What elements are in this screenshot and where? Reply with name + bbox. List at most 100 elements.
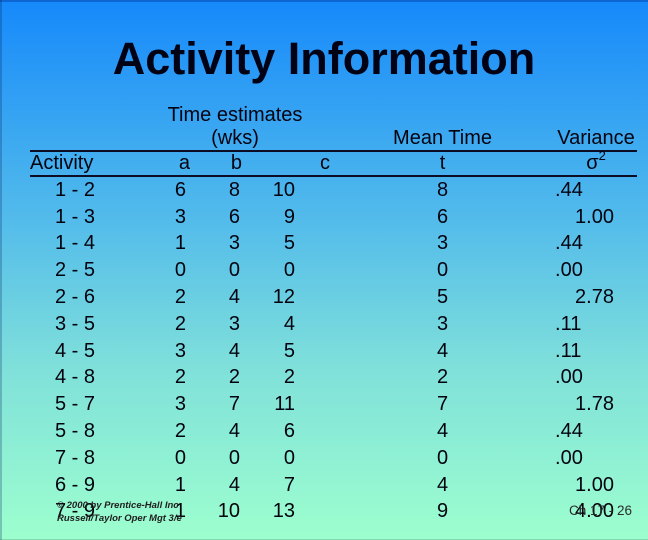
cell-t: 4: [436, 339, 449, 362]
cell-b: 0: [228, 259, 240, 282]
activity-table: Time estimates (wks) Mean Time Variance …: [30, 104, 638, 525]
group-header-time-estimates: Time estimates (wks): [150, 104, 331, 152]
cell-activity: 2 - 6: [55, 286, 96, 309]
group-header-spacer: [30, 104, 150, 152]
cell-b: 6: [228, 205, 240, 228]
cell-variance: .44: [555, 178, 583, 201]
cell-a: 1: [174, 473, 186, 496]
table-column-header-row: Activity a b c t σ2: [30, 148, 638, 177]
cell-variance: 1.00: [575, 205, 614, 228]
cell-t: 4: [436, 473, 449, 496]
cell-c: 2: [283, 366, 296, 389]
table-row: 1 - 3 3 6 9 6 1.00: [30, 204, 637, 231]
cell-a: 2: [174, 420, 186, 443]
table-row: 4 - 8 2 2 2 2 .00: [30, 365, 637, 392]
cell-t: 2: [436, 366, 449, 389]
slide-title: Activity Information: [112, 33, 536, 84]
cell-b: 7: [228, 393, 240, 416]
cell-t: 8: [436, 178, 449, 201]
table-row: 7 - 8 0 0 0 0 .00: [30, 445, 637, 472]
footer-copyright-line1: © 2000 by Prentice-Hall Inc: [57, 500, 179, 511]
cell-activity: 7 - 8: [55, 446, 96, 469]
cell-b: 3: [228, 232, 240, 255]
cell-t: 4: [436, 420, 449, 443]
cell-c: 0: [283, 259, 296, 282]
cell-activity: 5 - 7: [55, 393, 96, 416]
group-header-variance: Variance: [555, 104, 638, 152]
cell-a: 2: [174, 312, 186, 335]
cell-a: 1: [174, 232, 186, 255]
cell-b: 10: [217, 500, 240, 523]
table-row: 2 - 5 0 0 0 0 .00: [30, 257, 637, 284]
column-header-b: b: [190, 151, 242, 177]
cell-b: 0: [228, 446, 240, 469]
cell-c: 6: [283, 420, 296, 443]
cell-t: 9: [436, 500, 449, 523]
cell-c: 0: [283, 446, 296, 469]
page-number: Ch 17 - 26: [568, 503, 632, 518]
cell-activity: 1 - 2: [55, 178, 96, 201]
table-row: 3 - 5 2 3 4 3 .11: [30, 311, 637, 338]
cell-b: 2: [228, 366, 240, 389]
cell-c: 9: [283, 205, 296, 228]
cell-variance: 1.00: [575, 473, 614, 496]
cell-a: 0: [174, 259, 186, 282]
cell-c: 10: [272, 178, 296, 201]
table-row: 5 - 8 2 4 6 4 .44: [30, 418, 637, 445]
cell-b: 4: [228, 420, 240, 443]
column-header-activity: Activity: [30, 151, 150, 177]
cell-b: 3: [228, 312, 240, 335]
table-row: 1 - 2 6 8 10 8 .44: [30, 176, 637, 204]
group-header-time-estimates-label: Time estimates (wks): [167, 104, 303, 149]
cell-c: 13: [272, 500, 296, 523]
cell-a: 0: [174, 446, 186, 469]
cell-b: 4: [228, 473, 240, 496]
cell-c: 12: [272, 286, 296, 309]
cell-variance: .44: [555, 420, 583, 443]
cell-activity: 4 - 8: [55, 366, 96, 389]
cell-t: 3: [436, 232, 449, 255]
footer-copyright-line2: Russell/Taylor Oper Mgt 3/e: [57, 513, 182, 524]
cell-a: 2: [174, 286, 186, 309]
cell-activity: 1 - 3: [55, 205, 96, 228]
cell-a: 3: [174, 339, 186, 362]
sigma-symbol: σ: [586, 152, 599, 174]
footer-copyright: © 2000 by Prentice-Hall Inc Russell/Tayl…: [57, 499, 182, 525]
cell-activity: 5 - 8: [55, 420, 96, 443]
cell-t: 3: [436, 312, 449, 335]
cell-a: 1: [174, 500, 186, 523]
sigma-superscript: 2: [598, 148, 606, 164]
column-header-t: t: [330, 151, 556, 177]
group-header-mean-time: Mean Time: [330, 104, 556, 152]
table-row: 2 - 6 2 4 12 5 2.78: [30, 284, 637, 311]
cell-activity: 2 - 5: [55, 259, 96, 282]
cell-b: 8: [228, 178, 240, 201]
cell-a: 3: [174, 393, 186, 416]
table-body: 1 - 2 6 8 10 8.44 1 - 3 3 6 9 6 1.00 1 - 4 1 3 5 3.44 2 …: [30, 176, 637, 525]
cell-c: 5: [283, 232, 296, 255]
column-header-sigma-squared: σ2: [555, 148, 638, 177]
table-row: 6 - 9 1 4 7 4 1.00: [30, 472, 637, 499]
table-row: 1 - 4 1 3 5 3 .44: [30, 231, 637, 258]
cell-variance: .00: [555, 366, 583, 389]
cell-a: 6: [174, 178, 186, 201]
cell-b: 4: [228, 286, 240, 309]
column-header-a: a: [150, 151, 190, 177]
cell-t: 0: [436, 446, 449, 469]
cell-variance: 1.78: [575, 393, 614, 416]
cell-c: 7: [283, 473, 296, 496]
cell-t: 7: [436, 393, 449, 416]
cell-variance: .00: [555, 259, 583, 282]
cell-activity: 7 - 9: [55, 500, 96, 523]
cell-activity: 3 - 5: [55, 312, 96, 335]
table-row: 5 - 7 3 7 11 7 1.78: [30, 391, 637, 418]
cell-variance: .11: [555, 339, 582, 362]
cell-variance: .11: [555, 312, 582, 335]
table-group-header-row: Time estimates (wks) Mean Time Variance: [30, 104, 638, 152]
cell-activity: 1 - 4: [55, 232, 96, 255]
column-header-c: c: [242, 151, 331, 177]
cell-variance: .44: [555, 232, 583, 255]
slide-edge-top: [0, 0, 648, 2]
table-row: 4 - 5 3 4 5 4 .11: [30, 338, 637, 365]
